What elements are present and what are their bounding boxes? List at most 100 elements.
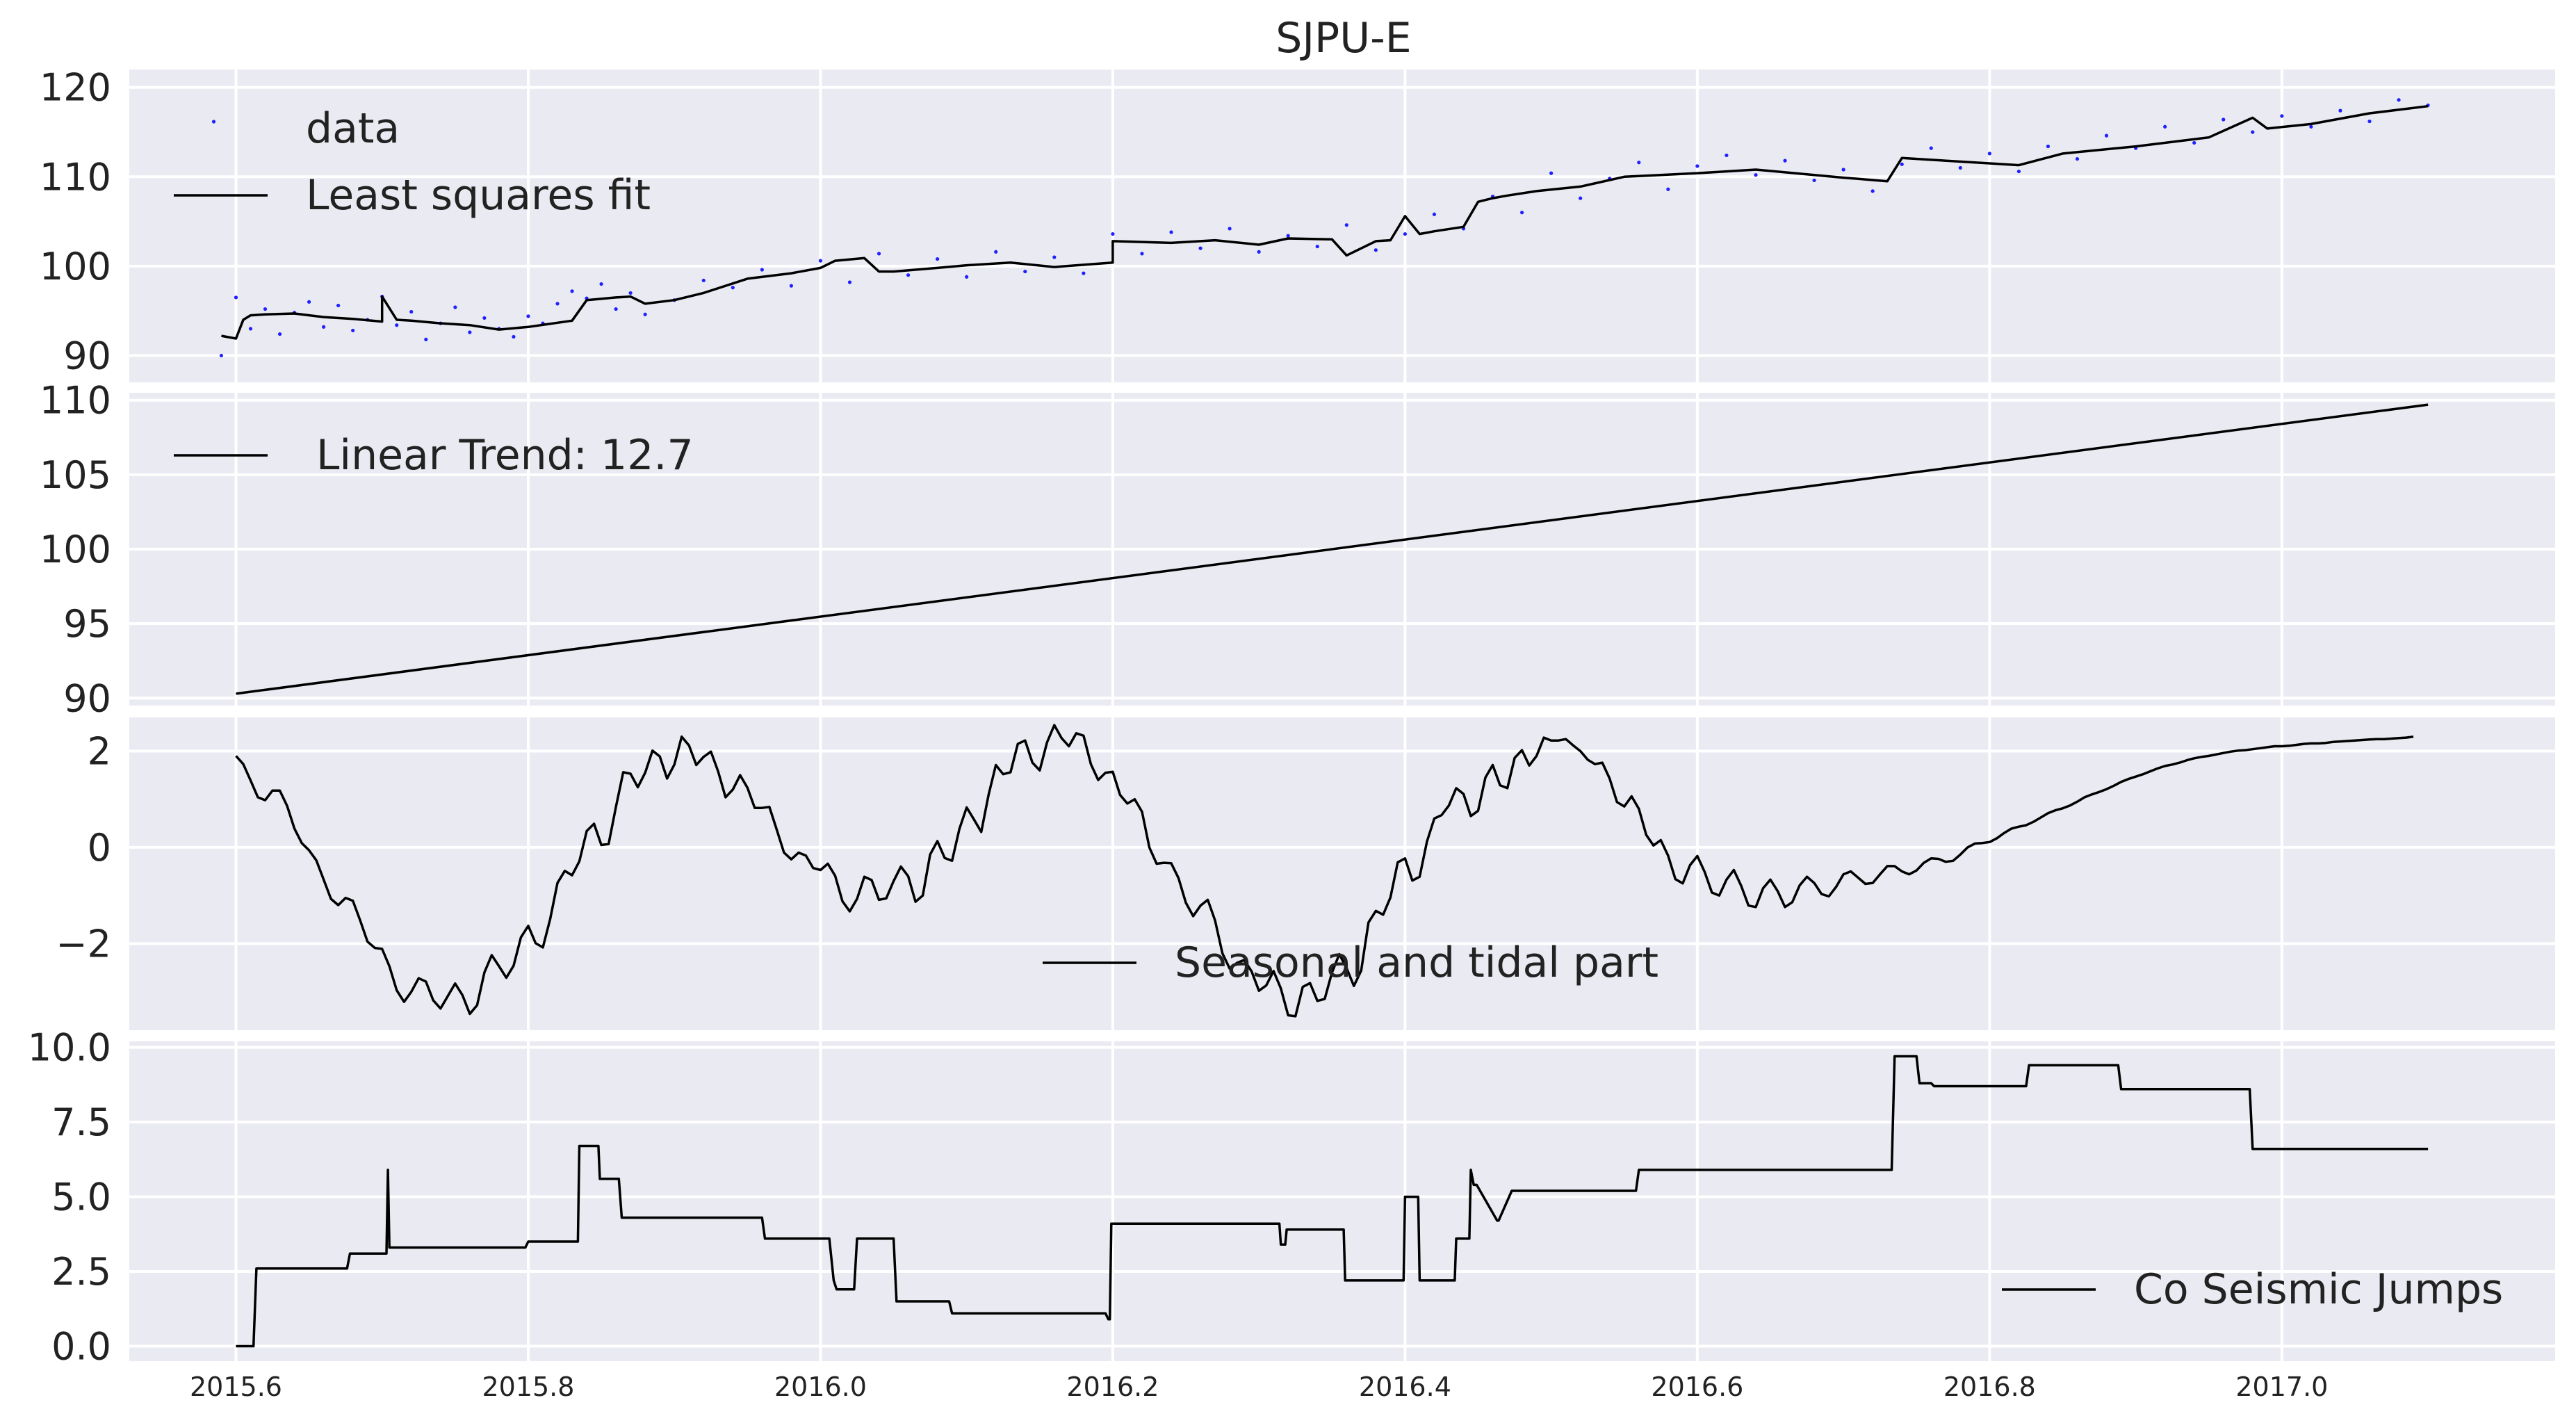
panel-trend-series xyxy=(236,403,2429,695)
data-point xyxy=(234,295,238,300)
data-point xyxy=(1432,212,1437,216)
data-point xyxy=(936,257,940,261)
y-tick-label: 120 xyxy=(40,66,111,110)
data-point xyxy=(1052,255,1057,259)
data-point xyxy=(731,286,735,290)
data-point xyxy=(1725,153,1729,158)
y-tick-label: 110 xyxy=(40,379,111,423)
data-point xyxy=(994,250,998,254)
data-point xyxy=(2397,98,2401,102)
y-tick-label: 105 xyxy=(40,453,111,497)
data-point xyxy=(1519,211,1524,215)
panel-seasonal-series xyxy=(235,724,2414,1018)
legend-label: Least squares fit xyxy=(306,171,651,220)
data-point xyxy=(1841,168,1845,172)
data-point xyxy=(1929,146,1933,150)
data-point xyxy=(2222,117,2226,122)
x-tick-label: 2016.0 xyxy=(774,1372,867,1402)
panel-observations-legend: data Least squares fit xyxy=(174,104,651,220)
series-line xyxy=(221,104,2429,340)
x-tick-label: 2016.2 xyxy=(1066,1372,1159,1402)
panel-jumps: 0.0 2.5 5.0 7.5 10.0 Co Seismic Jumps xyxy=(28,1026,2555,1369)
data-point xyxy=(906,273,911,277)
x-tick-label: 2016.8 xyxy=(1943,1372,2036,1402)
data-point xyxy=(1987,152,1991,156)
data-point xyxy=(307,300,311,304)
series-line xyxy=(235,724,2414,1018)
data-point xyxy=(2075,156,2080,161)
data-point xyxy=(351,328,355,333)
data-point xyxy=(1257,250,1261,254)
y-tick-label: 0 xyxy=(88,826,111,870)
data-point xyxy=(1579,196,1583,200)
y-tick-label: 2 xyxy=(88,729,111,773)
panel-trend: 90 95 100 105 110 Linear Trend: 12.7 xyxy=(40,379,2555,720)
x-axis-ticks: 2015.6 2015.8 2016.0 2016.2 2016.4 2016.6 2016… xyxy=(190,1372,2328,1402)
y-tick-label: 90 xyxy=(63,334,111,377)
data-point xyxy=(1315,244,1319,249)
data-point xyxy=(1812,178,1816,183)
data-point xyxy=(701,278,706,283)
data-point xyxy=(1549,171,1554,175)
data-point xyxy=(1228,227,1232,231)
panel-seasonal-legend: Seasonal and tidal part xyxy=(1043,938,1658,987)
data-point xyxy=(2367,119,2372,124)
data-point xyxy=(614,307,618,311)
y-tick-label: 100 xyxy=(40,245,111,288)
panel-seasonal: 2 0 −2 Seasonal and tidal part xyxy=(56,717,2555,1030)
data-point xyxy=(322,325,326,329)
data-point xyxy=(555,302,560,306)
x-tick-label: 2016.4 xyxy=(1359,1372,1451,1402)
data-point xyxy=(2163,124,2167,129)
legend-label: Seasonal and tidal part xyxy=(1175,938,1658,987)
data-point xyxy=(1870,189,1875,193)
data-point xyxy=(336,303,341,308)
data-point xyxy=(453,305,457,309)
y-tick-label: 100 xyxy=(40,528,111,571)
data-point xyxy=(2046,144,2051,149)
data-point xyxy=(526,314,530,318)
y-tick-label: 10.0 xyxy=(28,1026,111,1070)
x-tick-label: 2017.0 xyxy=(2235,1372,2328,1402)
series-line xyxy=(236,403,2429,695)
panel-observations-background xyxy=(129,70,2555,382)
series-line xyxy=(236,1055,2429,1348)
data-point xyxy=(277,332,282,336)
data-point xyxy=(2309,124,2313,129)
data-point xyxy=(482,316,487,320)
panel-trend-grid xyxy=(129,393,2555,706)
panel-observations: 90 100 110 120 data Least squares fit xyxy=(40,66,2555,382)
data-point xyxy=(760,268,764,272)
data-point xyxy=(1666,187,1670,191)
y-tick-label: 95 xyxy=(63,602,111,646)
data-point xyxy=(643,312,647,316)
data-point xyxy=(818,259,823,263)
data-point xyxy=(1754,173,1758,177)
data-point xyxy=(2192,140,2196,145)
data-point xyxy=(1958,165,1962,170)
panel-jumps-legend: Co Seismic Jumps xyxy=(2002,1265,2503,1314)
legend-label: Linear Trend: 12.7 xyxy=(316,431,694,480)
data-point xyxy=(1023,269,1027,274)
legend-marker xyxy=(211,120,216,124)
x-tick-label: 2015.8 xyxy=(482,1372,574,1402)
data-point xyxy=(219,353,224,358)
legend-label: Co Seismic Jumps xyxy=(2134,1265,2503,1314)
data-point xyxy=(877,252,881,256)
data-point xyxy=(2016,169,2021,174)
panel-observations-yticks: 90 100 110 120 xyxy=(40,66,111,378)
y-tick-label: 2.5 xyxy=(51,1250,111,1294)
data-point xyxy=(1169,230,1173,234)
x-tick-label: 2015.6 xyxy=(190,1372,282,1402)
data-point xyxy=(1111,231,1115,236)
data-point xyxy=(1140,252,1144,256)
data-point xyxy=(1082,271,1086,275)
x-tick-label: 2016.6 xyxy=(1651,1372,1743,1402)
y-tick-label: 90 xyxy=(63,676,111,720)
data-point xyxy=(599,282,603,286)
y-tick-label: 110 xyxy=(40,155,111,199)
data-point xyxy=(424,337,428,341)
data-point xyxy=(1198,246,1203,250)
data-point xyxy=(1403,231,1408,236)
